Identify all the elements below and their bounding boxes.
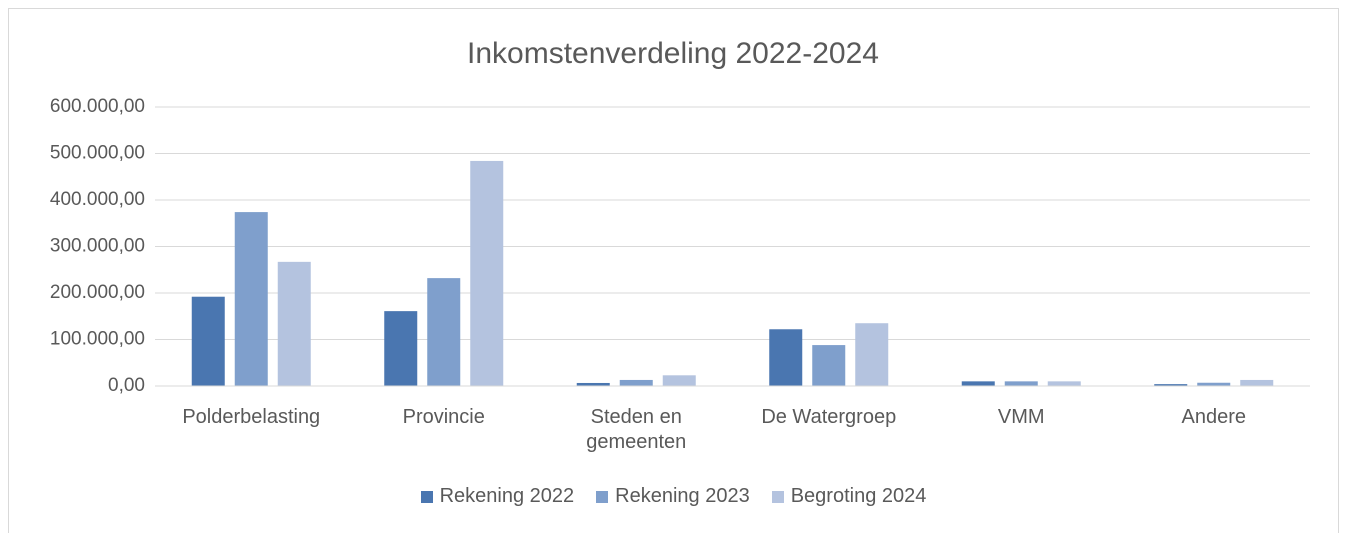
bar bbox=[1047, 381, 1081, 386]
legend-item: Rekening 2023 bbox=[596, 485, 750, 508]
y-tick-label: 0,00 bbox=[108, 375, 145, 396]
bar bbox=[191, 296, 225, 386]
legend-swatch bbox=[596, 490, 609, 503]
bar bbox=[662, 375, 696, 386]
legend-label: Begroting 2024 bbox=[790, 485, 927, 507]
chart-title: Inkomstenverdeling 2022-2024 bbox=[467, 37, 879, 70]
bar bbox=[576, 382, 610, 386]
y-tick-label: 300.000,00 bbox=[50, 236, 145, 257]
legend-item: Rekening 2022 bbox=[420, 485, 575, 508]
y-tick-label: 500.000,00 bbox=[50, 143, 145, 164]
legend-label: Rekening 2023 bbox=[615, 485, 750, 507]
y-tick-label: 100.000,00 bbox=[50, 329, 145, 350]
legend-swatch bbox=[771, 490, 784, 503]
legend: Rekening 2022 Rekening 2023 Begroting 2024 bbox=[0, 485, 1347, 508]
bar bbox=[277, 261, 311, 386]
x-tick-label: VMM bbox=[997, 406, 1045, 428]
y-tick-label: 400.000,00 bbox=[50, 189, 145, 210]
bar bbox=[1004, 381, 1038, 386]
x-tick-label: Polderbelasting bbox=[182, 406, 321, 428]
legend-item: Begroting 2024 bbox=[771, 485, 927, 508]
x-tick-label: Provincie bbox=[402, 406, 485, 428]
bar bbox=[961, 381, 995, 386]
x-tick-label: Andere bbox=[1181, 406, 1247, 428]
bar bbox=[1154, 384, 1188, 386]
legend-swatch bbox=[420, 490, 433, 503]
x-tick-label: De Watergroep bbox=[761, 406, 897, 428]
bar bbox=[427, 278, 461, 386]
chart-border bbox=[8, 8, 1339, 533]
bar bbox=[855, 323, 889, 386]
bar bbox=[1240, 379, 1274, 386]
legend-label: Rekening 2022 bbox=[439, 485, 575, 507]
bar bbox=[234, 212, 268, 386]
bar bbox=[812, 345, 846, 386]
y-tick-label: 600.000,00 bbox=[50, 96, 145, 117]
bar bbox=[769, 329, 803, 386]
bar bbox=[619, 379, 653, 386]
bar bbox=[470, 160, 504, 386]
x-tick-label: Steden en gemeenten bbox=[586, 406, 687, 453]
bar bbox=[1197, 382, 1231, 386]
y-tick-label: 200.000,00 bbox=[50, 282, 145, 303]
bar bbox=[384, 311, 418, 386]
